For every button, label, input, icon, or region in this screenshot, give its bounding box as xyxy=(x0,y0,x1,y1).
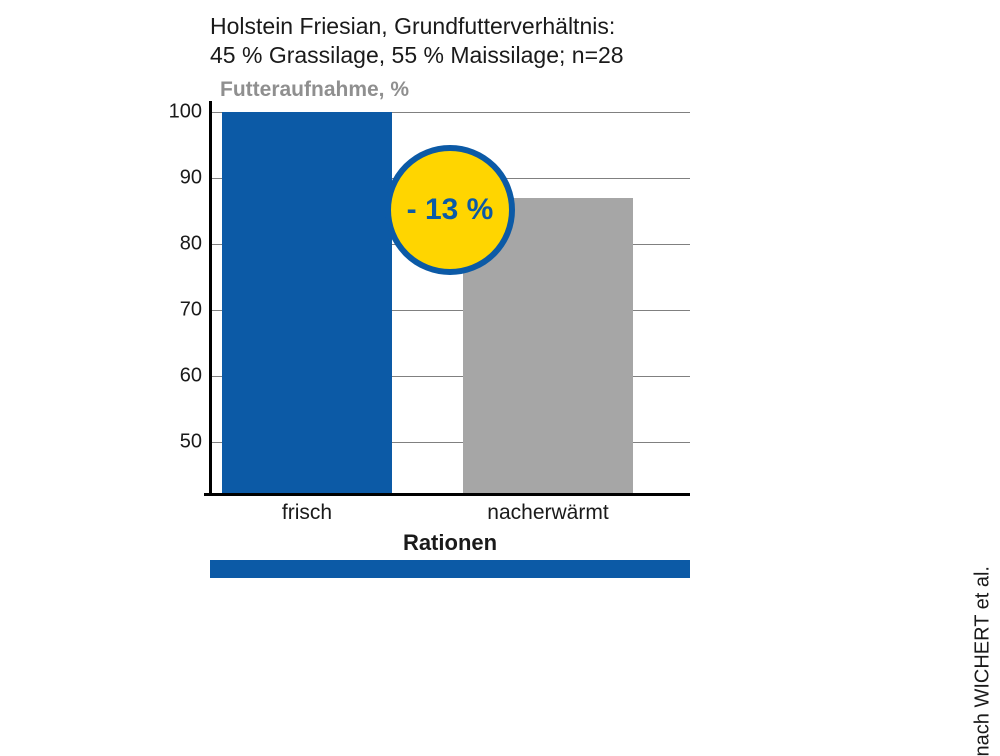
y-axis-line xyxy=(209,101,212,496)
underbar xyxy=(210,560,690,578)
chart-canvas: Holstein Friesian, Grundfutterverhältnis… xyxy=(0,0,1000,606)
delta-badge: - 13 % xyxy=(385,145,515,275)
bar xyxy=(222,112,392,495)
title-line-2: 45 % Grassilage, 55 % Maissilage; n=28 xyxy=(210,41,624,70)
y-tick-label: 100 xyxy=(152,100,202,123)
x-axis-label: Rationen xyxy=(210,530,690,556)
y-tick-label: 90 xyxy=(152,166,202,189)
y-tick-label: 50 xyxy=(152,431,202,454)
y-tick-label: 70 xyxy=(152,298,202,321)
y-tick-label: 80 xyxy=(152,232,202,255)
x-category-label: nacherwärmt xyxy=(463,501,633,525)
y-tick-label: 60 xyxy=(152,365,202,388)
chart-title: Holstein Friesian, Grundfutterverhältnis… xyxy=(210,12,624,70)
delta-badge-text: - 13 % xyxy=(407,193,494,227)
source-text: nach WICHERT et al. xyxy=(971,566,994,756)
title-line-1: Holstein Friesian, Grundfutterverhältnis… xyxy=(210,12,624,41)
y-axis-label: Futteraufnahme, % xyxy=(220,78,409,102)
x-category-label: frisch xyxy=(222,501,392,525)
x-axis-line xyxy=(204,493,690,496)
plot-area: 5060708090100 - 13 % frischnacherwärmt R… xyxy=(210,105,690,495)
